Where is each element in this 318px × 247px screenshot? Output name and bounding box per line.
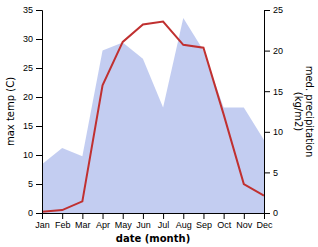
tick-mark	[103, 213, 104, 219]
tick: 25	[264, 5, 283, 15]
tick-mark	[36, 10, 42, 11]
tick: 10	[23, 150, 42, 160]
axis-line	[43, 214, 265, 220]
tick: Jul	[158, 213, 170, 230]
title-line: med. precipitation	[304, 66, 315, 158]
tick-label: 25	[23, 63, 33, 73]
tick: 0	[28, 208, 42, 218]
tick-label: Mar	[75, 220, 91, 230]
tick: Dec	[256, 213, 273, 230]
tick-label: Sep	[196, 220, 212, 230]
x-axis: Jan Feb Mar Apr MayJun Jul Aug Sep Oct NovDec	[35, 213, 273, 230]
plot: JanFebMarAprMayJunJulAugSepOctNovDec0510…	[23, 5, 283, 230]
tick: 25	[23, 63, 42, 73]
y2-axis-title: med. precipitation(kg/m2)	[293, 66, 315, 158]
tick-mark	[36, 39, 42, 40]
tick-label: 15	[23, 121, 33, 131]
tick: Oct	[217, 213, 232, 230]
tick-label: May	[115, 220, 133, 230]
temperature-line	[42, 22, 264, 212]
tick: 0	[264, 208, 278, 218]
tick-label: 0	[28, 208, 33, 218]
y-axis: 0 5 10 15 20 25 30 35	[23, 5, 43, 218]
tick-label: Apr	[96, 220, 110, 230]
tick-mark	[62, 213, 63, 219]
axis-line	[36, 11, 43, 214]
tick-mark	[244, 213, 245, 219]
tick-mark	[264, 91, 270, 92]
tick-label: Feb	[55, 220, 71, 230]
tick-label: 20	[273, 46, 283, 56]
title-line: (kg/m2)	[293, 92, 304, 132]
tick: 5	[264, 168, 278, 178]
tick: Aug	[176, 213, 192, 230]
axis-line	[265, 11, 271, 214]
marks	[42, 18, 264, 213]
tick: 15	[264, 87, 283, 97]
tick-mark	[36, 68, 42, 69]
tick-label: 10	[23, 150, 33, 160]
tick: 35	[23, 5, 42, 15]
tick: Jun	[136, 213, 151, 230]
tick-label: 20	[23, 92, 33, 102]
tick-mark	[36, 97, 42, 98]
tick-mark	[264, 213, 270, 214]
tick-mark	[36, 184, 42, 185]
tick: Jan	[35, 213, 50, 230]
tick-mark	[36, 126, 42, 127]
tick-mark	[264, 172, 270, 173]
tick-mark	[123, 213, 124, 219]
y-axis-title: max temp (C)	[5, 77, 16, 146]
tick-label: Dec	[256, 220, 273, 230]
tick-label: Aug	[176, 220, 192, 230]
tick: 5	[28, 179, 42, 189]
tick: Feb	[55, 213, 71, 230]
tick-mark	[183, 213, 184, 219]
tick-mark	[36, 155, 42, 156]
tick: May	[115, 213, 133, 230]
tick-label: 15	[273, 87, 283, 97]
tick-mark	[224, 213, 225, 219]
tick: 20	[264, 46, 283, 56]
tick: Nov	[236, 213, 253, 230]
tick-mark	[203, 213, 204, 219]
tick: 10	[264, 127, 283, 137]
y2-axis: 0 5 10 15 20 25	[264, 5, 283, 218]
tick: 30	[23, 34, 42, 44]
tick-label: 0	[273, 208, 278, 218]
tick-mark	[264, 132, 270, 133]
tick-label: 10	[273, 127, 283, 137]
tick: Sep	[196, 213, 212, 230]
tick-label: Nov	[236, 220, 253, 230]
tick-label: Jun	[136, 220, 151, 230]
tick-label: 35	[23, 5, 33, 15]
tick-label: Oct	[217, 220, 232, 230]
tick-mark	[143, 213, 144, 219]
tick: 20	[23, 92, 42, 102]
tick-label: 5	[28, 179, 33, 189]
tick: Apr	[96, 213, 110, 230]
tick: Mar	[75, 213, 91, 230]
tick-label: Jul	[158, 220, 170, 230]
chart: JanFebMarAprMayJunJulAugSepOctNovDec0510…	[0, 0, 318, 247]
tick-mark	[264, 51, 270, 52]
tick: 15	[23, 121, 42, 131]
tick-mark	[82, 213, 83, 219]
tick-label: 5	[273, 168, 278, 178]
tick-mark	[163, 213, 164, 219]
tick-label: 25	[273, 5, 283, 15]
precipitation-area	[42, 18, 264, 213]
tick-label: Jan	[35, 220, 50, 230]
x-axis-title: date (month)	[116, 233, 190, 244]
tick-mark	[264, 10, 270, 11]
tick-mark	[36, 213, 42, 214]
tick-label: 30	[23, 34, 33, 44]
